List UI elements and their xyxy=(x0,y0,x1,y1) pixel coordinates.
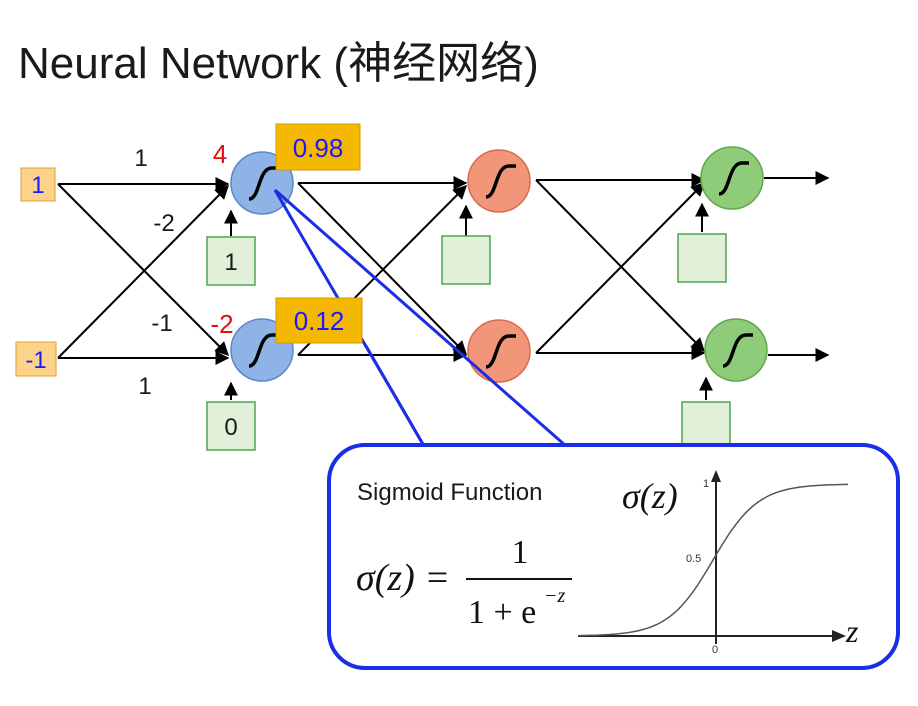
callout-heading: Sigmoid Function xyxy=(357,479,542,506)
bias-box-hidden1-bottom xyxy=(206,401,256,451)
neuron-hidden2-top xyxy=(467,149,531,213)
bias-box-hidden1-top xyxy=(206,236,256,286)
sigmoid-icon xyxy=(485,334,516,369)
plot-y-axis-arrow xyxy=(711,470,721,482)
weight-label: 1 xyxy=(138,373,151,400)
sigmoid-icon xyxy=(248,166,279,201)
activation-value-hidden1-bottom: 0.12 xyxy=(294,306,345,336)
bias-arrows xyxy=(224,202,713,400)
plot-x-tick-0: 0 xyxy=(712,644,718,656)
activation-value-hidden1-top: 0.98 xyxy=(293,133,344,163)
plot-x-axis-arrow xyxy=(832,630,846,642)
formula-lhs: σ(z) = xyxy=(356,557,450,599)
z-value-hidden1-bottom: -2 xyxy=(210,309,233,339)
input-box-2 xyxy=(15,341,57,377)
sigmoid-icon xyxy=(722,333,753,368)
plot-y-label: σ(z) xyxy=(622,476,678,516)
neuron-output-bottom xyxy=(704,318,768,382)
weight-label: 1 xyxy=(134,145,147,172)
weight-label: -1 xyxy=(151,310,172,337)
sigmoid-icon xyxy=(485,164,516,199)
sigmoid-plot: σ(z) z 1 0.5 0 xyxy=(578,470,859,656)
input-value-2: -1 xyxy=(25,347,46,374)
bias-box-hidden2-top xyxy=(441,235,491,285)
input-value-1: 1 xyxy=(31,172,44,199)
sigmoid-curve xyxy=(578,483,848,637)
sigmoid-icon xyxy=(718,161,749,196)
output-arrows xyxy=(764,171,830,362)
bias-box-output-bottom xyxy=(681,401,731,451)
z-value-hidden1-top: 4 xyxy=(213,139,227,169)
sigmoid-icon xyxy=(248,333,279,368)
formula-exponent: −z xyxy=(544,585,565,607)
plot-y-tick-1: 1 xyxy=(703,478,709,490)
activation-box-hidden1-top xyxy=(275,123,361,171)
formula-numerator: 1 xyxy=(512,534,529,571)
formula-denominator: 1 + e xyxy=(468,594,536,631)
bias-value-hidden1-top: 1 xyxy=(224,249,237,276)
page-title: Neural Network (神经网络) xyxy=(18,39,539,88)
weight-label: -2 xyxy=(153,210,174,237)
bias-box-output-top xyxy=(677,233,727,283)
connections-hidden2-output xyxy=(535,173,706,360)
input-box-1 xyxy=(20,167,56,202)
activation-box-hidden1-bottom xyxy=(275,297,363,344)
sigmoid-callout xyxy=(327,443,900,670)
bias-value-hidden1-bottom: 0 xyxy=(224,414,237,441)
plot-x-label: z xyxy=(845,613,859,649)
neuron-hidden2-bottom xyxy=(467,319,531,383)
plot-y-tick-0-5: 0.5 xyxy=(686,553,701,565)
connections-input-hidden1 xyxy=(57,177,230,365)
neuron-output-top xyxy=(700,146,764,210)
